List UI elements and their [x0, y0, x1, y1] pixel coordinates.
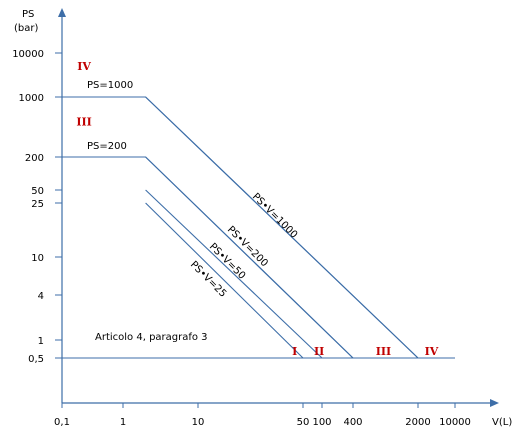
x-tick-label: 100 — [312, 417, 331, 428]
y-tick-label: 50 — [31, 186, 44, 197]
annotation-ps1000: PS=1000 — [87, 80, 133, 91]
category-label: I — [292, 345, 297, 358]
category-label: IV — [425, 345, 439, 358]
annotation-article: Articolo 4, paragrafo 3 — [95, 332, 208, 343]
y-tick-label: 1000 — [19, 93, 44, 104]
series-line — [62, 156, 354, 359]
y-tick-label: 10 — [31, 253, 44, 264]
y-axis-label-line2: (bar) — [14, 23, 38, 34]
series-line — [145, 202, 304, 359]
y-tick-label: 200 — [25, 153, 44, 164]
annotation-psv25: PS•V=25 — [188, 259, 228, 299]
series-line — [145, 156, 354, 359]
series-line — [145, 96, 419, 359]
x-tick-label: 1 — [120, 417, 126, 428]
series-line — [62, 96, 419, 359]
annotation-psv1000: PS•V=1000 — [250, 191, 299, 240]
x-tick-label: 10 — [192, 417, 205, 428]
y-axis-label-line1: PS — [22, 9, 34, 20]
annotation-ps200: PS=200 — [87, 141, 127, 152]
x-axis-arrow-icon — [490, 399, 499, 407]
x-tick-label: 400 — [343, 417, 362, 428]
x-tick-label: 50 — [297, 417, 310, 428]
category-label: IV — [77, 60, 91, 73]
y-tick-label: 1 — [38, 336, 44, 347]
series-line — [145, 189, 323, 359]
y-tick-label: 0,5 — [28, 354, 44, 365]
y-tick-label: 25 — [31, 199, 44, 210]
chart-marks: 0,1 1 10 50 100 400 2000 100000,514102550200100… — [12, 49, 471, 428]
category-label: III — [76, 115, 91, 128]
category-label: III — [376, 345, 391, 358]
x-axis-label: V(L) — [492, 417, 512, 428]
x-tick-label: 0,1 — [54, 417, 70, 428]
y-tick-label: 10000 — [12, 49, 44, 60]
y-tick-label: 4 — [38, 291, 44, 302]
x-tick-label: 10000 — [439, 417, 471, 428]
x-tick-label: 2000 — [405, 417, 430, 428]
category-label: II — [314, 345, 324, 358]
y-axis-arrow-icon — [58, 8, 66, 17]
